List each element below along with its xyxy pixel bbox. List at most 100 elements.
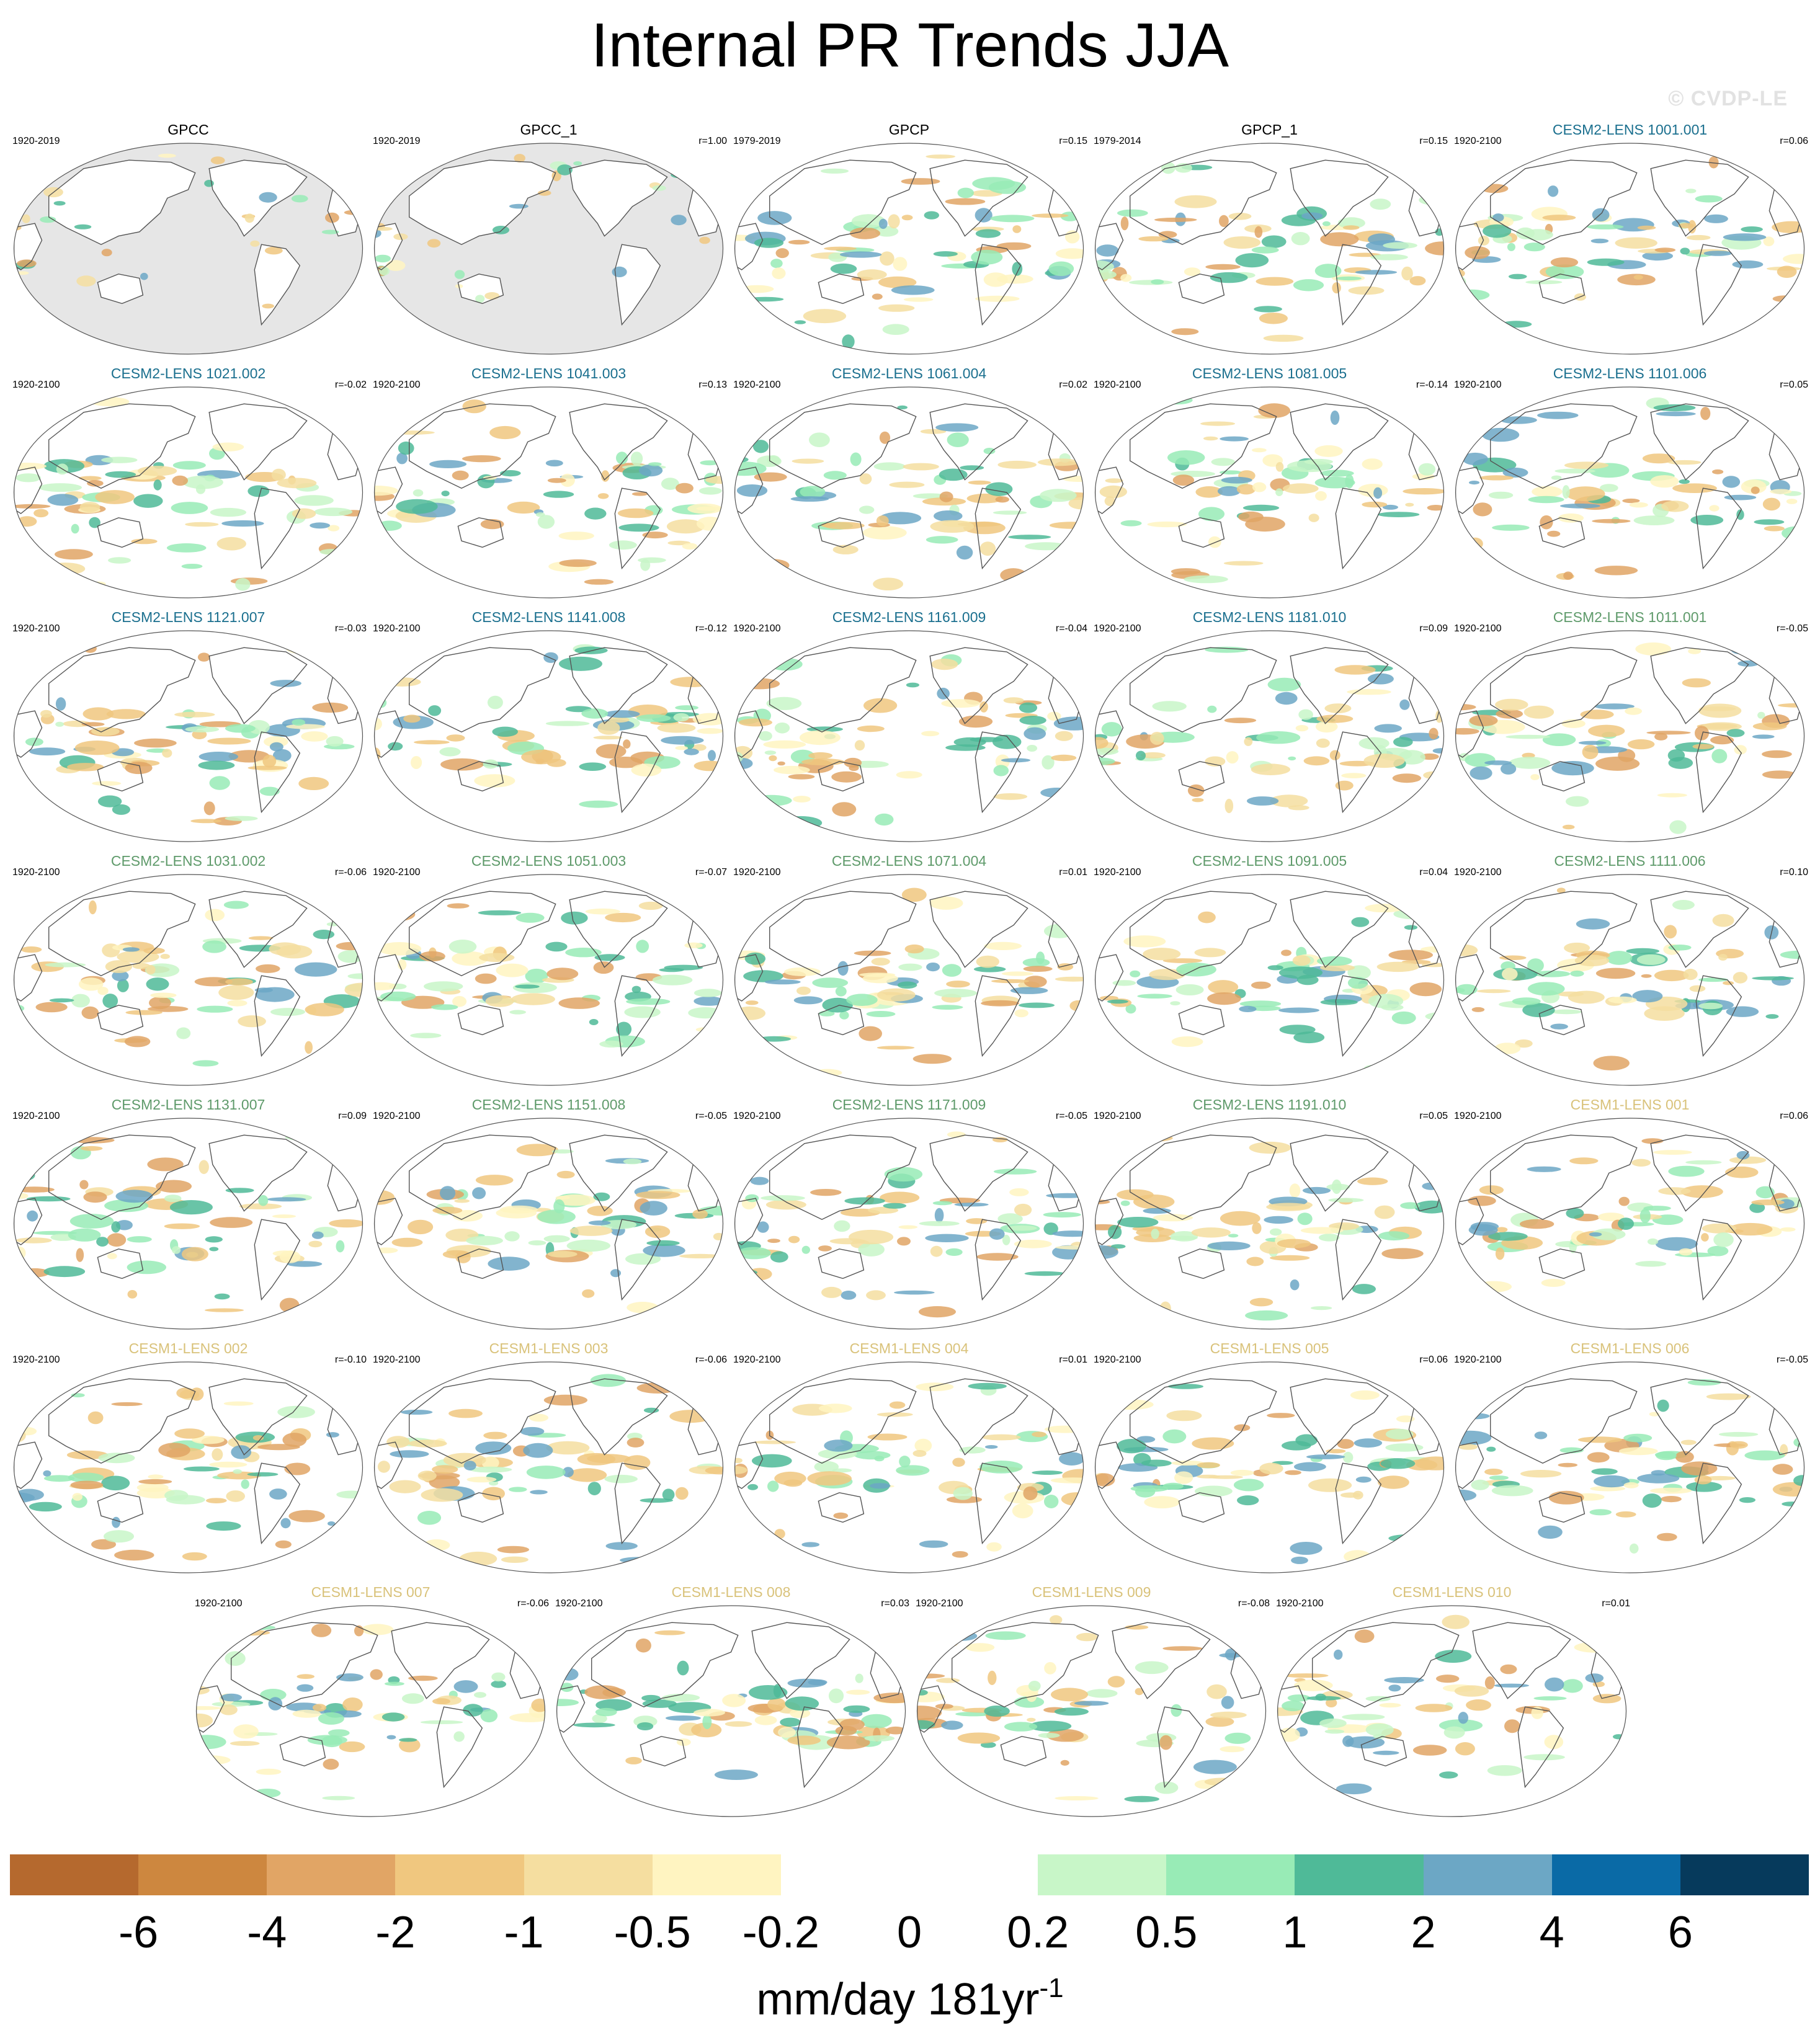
trend-blob: [1488, 491, 1514, 499]
map-background: [1455, 387, 1804, 598]
trend-blob: [452, 996, 467, 1007]
trend-blob: [1566, 1208, 1584, 1219]
trend-blob: [767, 455, 780, 465]
trend-blob: [1500, 1664, 1517, 1675]
trend-blob: [640, 559, 651, 571]
panel-correlation: r=0.10: [1780, 867, 1808, 878]
trend-blob: [247, 1472, 279, 1477]
trend-blob: [696, 517, 723, 531]
trend-blob: [1358, 484, 1388, 497]
trend-blob: [1501, 321, 1532, 328]
trend-blob: [134, 738, 177, 748]
trend-blob: [1198, 507, 1225, 522]
trend-blob: [643, 1243, 685, 1257]
trend-blob: [1220, 1746, 1245, 1753]
panel-period: 1920-2100: [555, 1598, 603, 1609]
panel-period: 1920-2100: [916, 1598, 963, 1609]
trend-blob: [976, 955, 999, 968]
trend-blob: [516, 1144, 559, 1157]
trend-blob: [1399, 699, 1410, 710]
trend-blob: [960, 465, 984, 471]
trend-blob: [1195, 486, 1223, 498]
trend-blob: [248, 936, 274, 940]
trend-blob: [1456, 1413, 1490, 1420]
trend-blob: [284, 1462, 311, 1475]
trend-blob: [1310, 1306, 1332, 1310]
trend-blob: [164, 1194, 182, 1203]
trend-blob: [857, 725, 885, 732]
trend-blob: [1632, 990, 1663, 1003]
map-panel: CESM1-LENS 002 1920-2100 r=-0.10: [10, 1340, 367, 1576]
panel-correlation: r=-0.03: [334, 623, 367, 634]
map-border: [734, 1118, 1084, 1330]
trend-blob: [127, 1290, 138, 1299]
trend-blob: [1284, 1673, 1329, 1678]
trend-blob: [623, 1159, 642, 1165]
trend-blob: [143, 947, 165, 954]
coastline: [1335, 244, 1382, 326]
trend-blob: [1269, 1228, 1282, 1236]
trend-blob: [1458, 1712, 1468, 1724]
colorbar-tick-label: -6: [118, 1908, 159, 1957]
trend-blob: [1425, 1390, 1443, 1395]
trend-blob: [432, 1698, 450, 1705]
coastline: [1538, 761, 1586, 792]
trend-blob: [1035, 894, 1054, 898]
trend-blob: [912, 493, 948, 499]
coastline: [1490, 1378, 1638, 1464]
trend-blob: [1130, 970, 1141, 977]
trend-blob: [835, 1725, 857, 1736]
coastline: [818, 1005, 865, 1036]
trend-blob: [974, 966, 1006, 972]
map-border: [734, 874, 1084, 1086]
trend-blob: [1574, 954, 1610, 967]
world-map: [1455, 1361, 1805, 1573]
panel-period: 1920-2100: [12, 1111, 60, 1121]
trend-blob: [935, 423, 979, 432]
panel-correlation: r=0.05: [1780, 380, 1808, 390]
trend-blob: [463, 1461, 476, 1470]
trend-blob: [1712, 469, 1724, 474]
trend-blob: [491, 1672, 506, 1682]
trend-blob: [277, 478, 317, 489]
trend-blob: [125, 1010, 163, 1015]
trend-blob: [945, 198, 986, 205]
map-background: [374, 1118, 723, 1329]
trend-blob: [631, 763, 662, 777]
trend-blob: [218, 985, 254, 1000]
trend-blob: [858, 1242, 885, 1257]
map-panel: CESM2-LENS 1121.007 1920-2100 r=-0.03: [10, 609, 367, 845]
trend-blob: [1562, 485, 1570, 499]
coastline: [436, 1706, 483, 1789]
trend-blob: [507, 501, 540, 514]
trend-blob: [734, 461, 767, 476]
trend-blob: [1352, 1490, 1363, 1500]
trend-blob: [269, 742, 283, 752]
trend-blob: [197, 1748, 205, 1755]
trend-blob: [692, 713, 723, 726]
trend-blob: [209, 776, 230, 790]
trend-blob: [1129, 280, 1173, 285]
trend-blob: [1144, 1496, 1180, 1509]
world-map: [1455, 874, 1805, 1086]
trend-blob: [1597, 1212, 1625, 1222]
trend-blob: [83, 707, 114, 721]
trend-blob: [1527, 1166, 1561, 1172]
trend-blob: [926, 963, 940, 972]
trend-blob: [391, 430, 435, 435]
panel-title: CESM2-LENS 1111.006: [1554, 853, 1706, 869]
trend-blob: [1226, 751, 1239, 764]
trend-blob: [898, 1225, 918, 1229]
trend-blob: [1238, 511, 1264, 522]
trend-blob: [560, 1683, 574, 1693]
trend-blob: [1175, 163, 1192, 173]
trend-blob: [824, 1439, 853, 1452]
trend-blob: [1048, 261, 1074, 277]
trend-blob: [714, 1769, 758, 1780]
trend-blob: [1032, 1431, 1046, 1438]
panel-period: 1920-2100: [373, 623, 421, 634]
coastline: [48, 403, 196, 489]
panel-title: CESM1-LENS 009: [1032, 1584, 1151, 1600]
trend-blob: [192, 1060, 219, 1067]
trend-blob: [1643, 1206, 1671, 1211]
